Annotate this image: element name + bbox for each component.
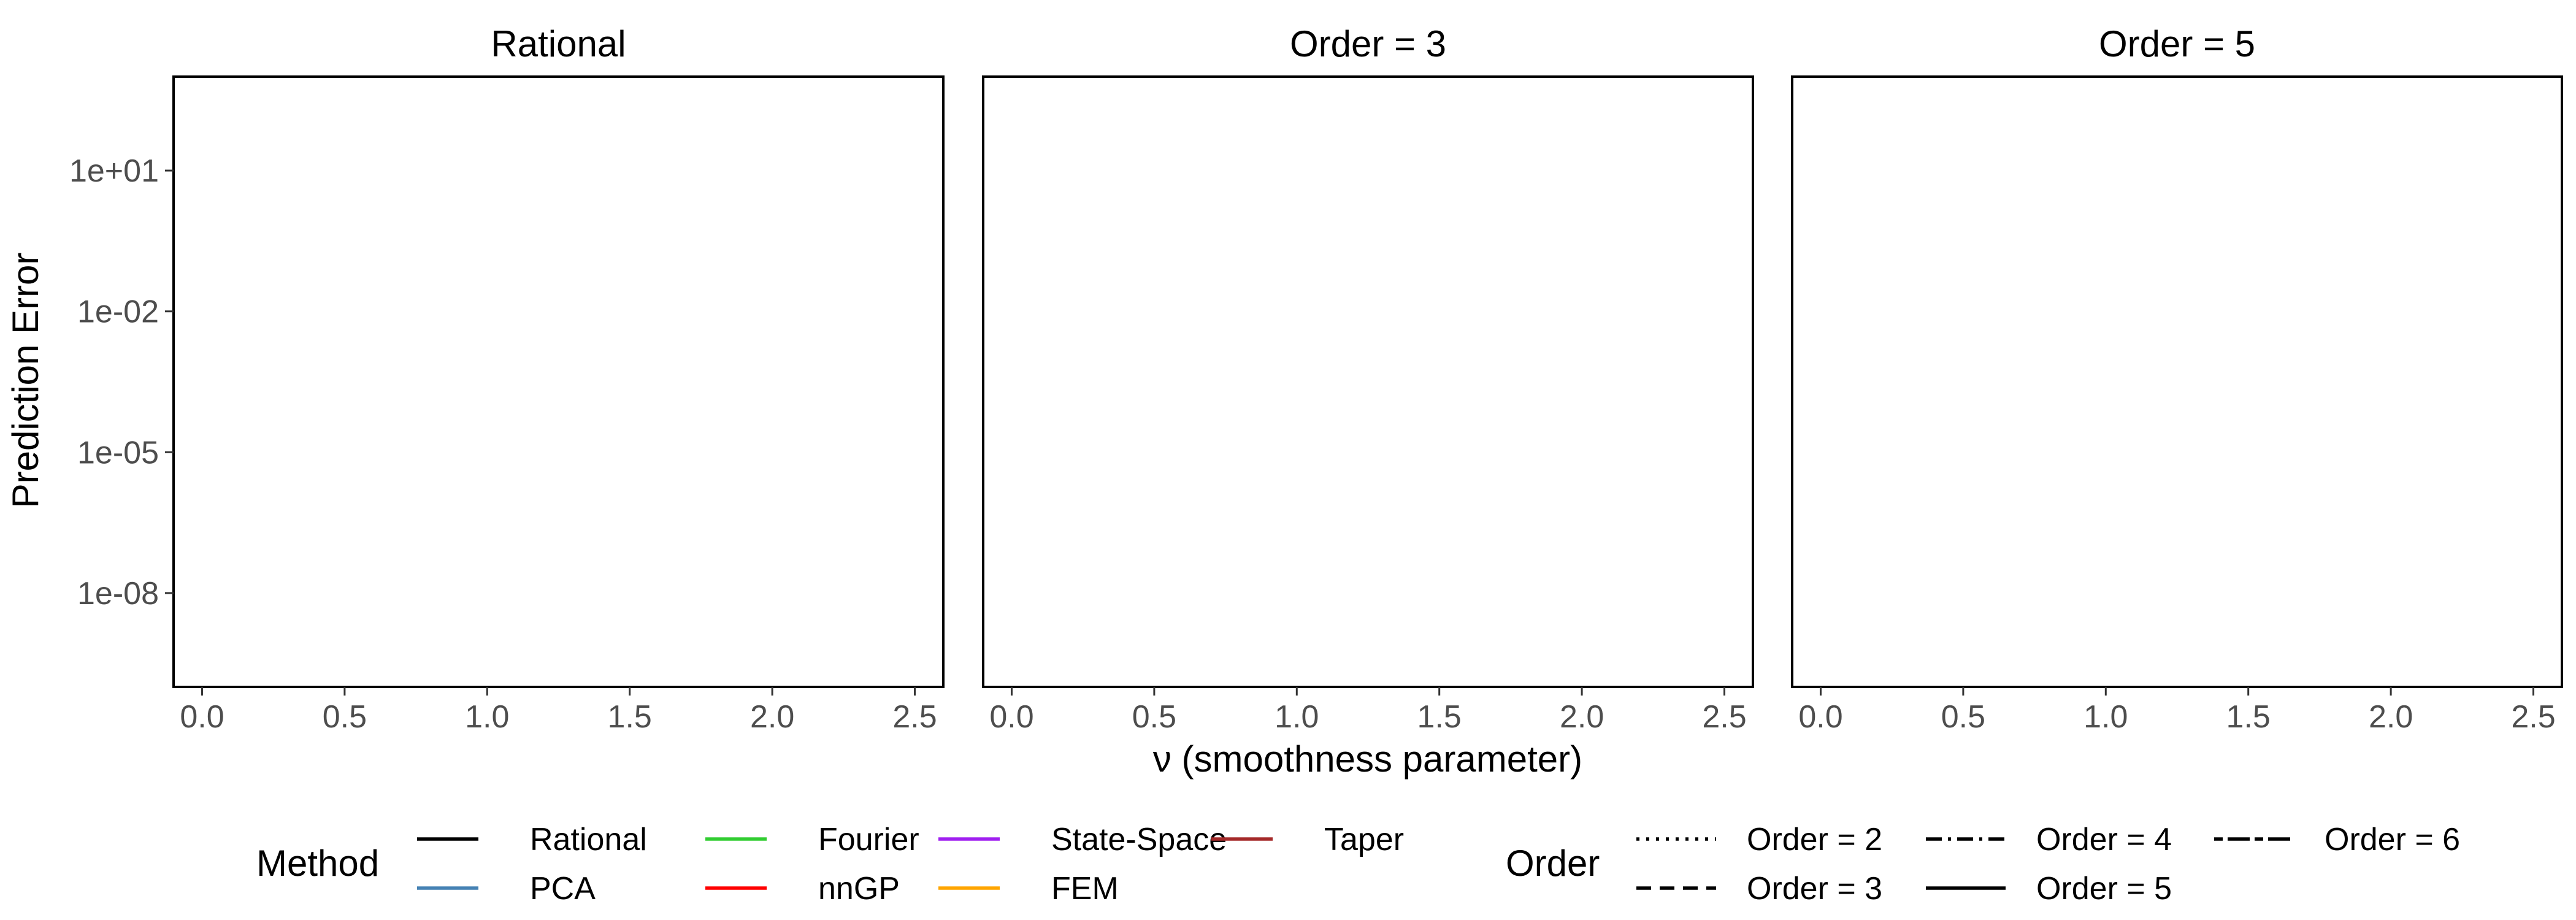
x-tick-label: 1.5 xyxy=(2226,699,2271,735)
legend-label: State-Space xyxy=(1051,822,1227,857)
panel-2: Order = 3 0.0 0.5 1.0 1.5 2.0 2.5 xyxy=(982,23,1754,735)
legend-item-order-2: Order = 2 xyxy=(1636,822,1882,857)
x-tick-label: 2.0 xyxy=(1560,699,1604,735)
y-tick-label: 1e-05 xyxy=(77,435,159,470)
x-tick-label: 2.5 xyxy=(2511,699,2555,735)
legend-label: FEM xyxy=(1051,871,1119,907)
x-tick-label: 2.5 xyxy=(892,699,937,735)
x-axis-title: ν (smoothness parameter) xyxy=(1153,738,1582,780)
x-tick-label: 2.5 xyxy=(1702,699,1746,735)
legend-item-fem: FEM xyxy=(938,871,1119,907)
legend-item-order-5: Order = 5 xyxy=(1926,871,2172,907)
legend-label: Order = 3 xyxy=(1747,871,1882,907)
x-tick-label: 1.5 xyxy=(608,699,652,735)
legend-method-title: Method xyxy=(256,843,379,884)
x-tick-label: 0.5 xyxy=(1132,699,1176,735)
x-tick-label: 2.0 xyxy=(750,699,794,735)
legend-item-nngp: nnGP xyxy=(705,871,900,907)
panel-1: Rational 0.0 0.5 1.0 1.5 2.0 2.5 1e+01 1e-02 1e-0… xyxy=(69,23,945,735)
legend-item-fourier: Fourier xyxy=(705,822,919,857)
legend-label: Fourier xyxy=(818,822,919,857)
panel-title: Order = 5 xyxy=(2099,23,2255,64)
legend-label: nnGP xyxy=(818,871,900,907)
x-tick-label: 1.0 xyxy=(2083,699,2128,735)
panel-border xyxy=(982,75,1754,688)
x-tick-label: 1.0 xyxy=(1275,699,1319,735)
legend-item-order-4: Order = 4 xyxy=(1926,822,2172,857)
plot-panels: Rational 0.0 0.5 1.0 1.5 2.0 2.5 1e+01 1e-02 1e-0… xyxy=(69,23,2563,735)
x-tick-label: 0.0 xyxy=(1798,699,1842,735)
x-tick-label: 0.5 xyxy=(323,699,367,735)
legend-label: Order = 5 xyxy=(2036,871,2172,907)
x-tick-label: 0.0 xyxy=(180,699,224,735)
x-tick-label: 1.0 xyxy=(465,699,509,735)
legend-label: Order = 2 xyxy=(1747,822,1882,857)
x-tick-label: 2.0 xyxy=(2369,699,2413,735)
legend-item-order-3: Order = 3 xyxy=(1636,871,1882,907)
legend-item-state-space: State-Space xyxy=(938,822,1227,857)
panel-title: Order = 3 xyxy=(1290,23,1446,64)
panel-3: Order = 5 0.0 0.5 1.0 1.5 2.0 2.5 xyxy=(1791,23,2563,735)
legend-label: Taper xyxy=(1324,822,1404,857)
legend-item-taper: Taper xyxy=(1211,822,1404,857)
x-tick-label: 1.5 xyxy=(1417,699,1462,735)
y-axis-title: Prediction Error xyxy=(5,253,46,508)
y-tick-label: 1e+01 xyxy=(69,153,159,189)
legend-label: Order = 6 xyxy=(2325,822,2460,857)
legend-label: PCA xyxy=(530,871,596,907)
y-tick-label: 1e-08 xyxy=(77,576,159,611)
legend-label: Rational xyxy=(530,822,647,857)
panel-border xyxy=(172,75,945,688)
legend-order-title: Order xyxy=(1506,843,1600,884)
legend-item-order-6: Order = 6 xyxy=(2214,822,2460,857)
legend-label: Order = 4 xyxy=(2036,822,2172,857)
panel-border xyxy=(1791,75,2563,688)
y-tick-label: 1e-02 xyxy=(77,294,159,330)
panel-title: Rational xyxy=(491,23,626,64)
x-tick-label: 0.5 xyxy=(1941,699,1985,735)
legend: Method Rational PCA Fourier nnGP State-Space F… xyxy=(256,822,2460,907)
legend-item-pca: PCA xyxy=(417,871,596,907)
x-tick-label: 0.0 xyxy=(989,699,1033,735)
legend-item-rational: Rational xyxy=(417,822,647,857)
